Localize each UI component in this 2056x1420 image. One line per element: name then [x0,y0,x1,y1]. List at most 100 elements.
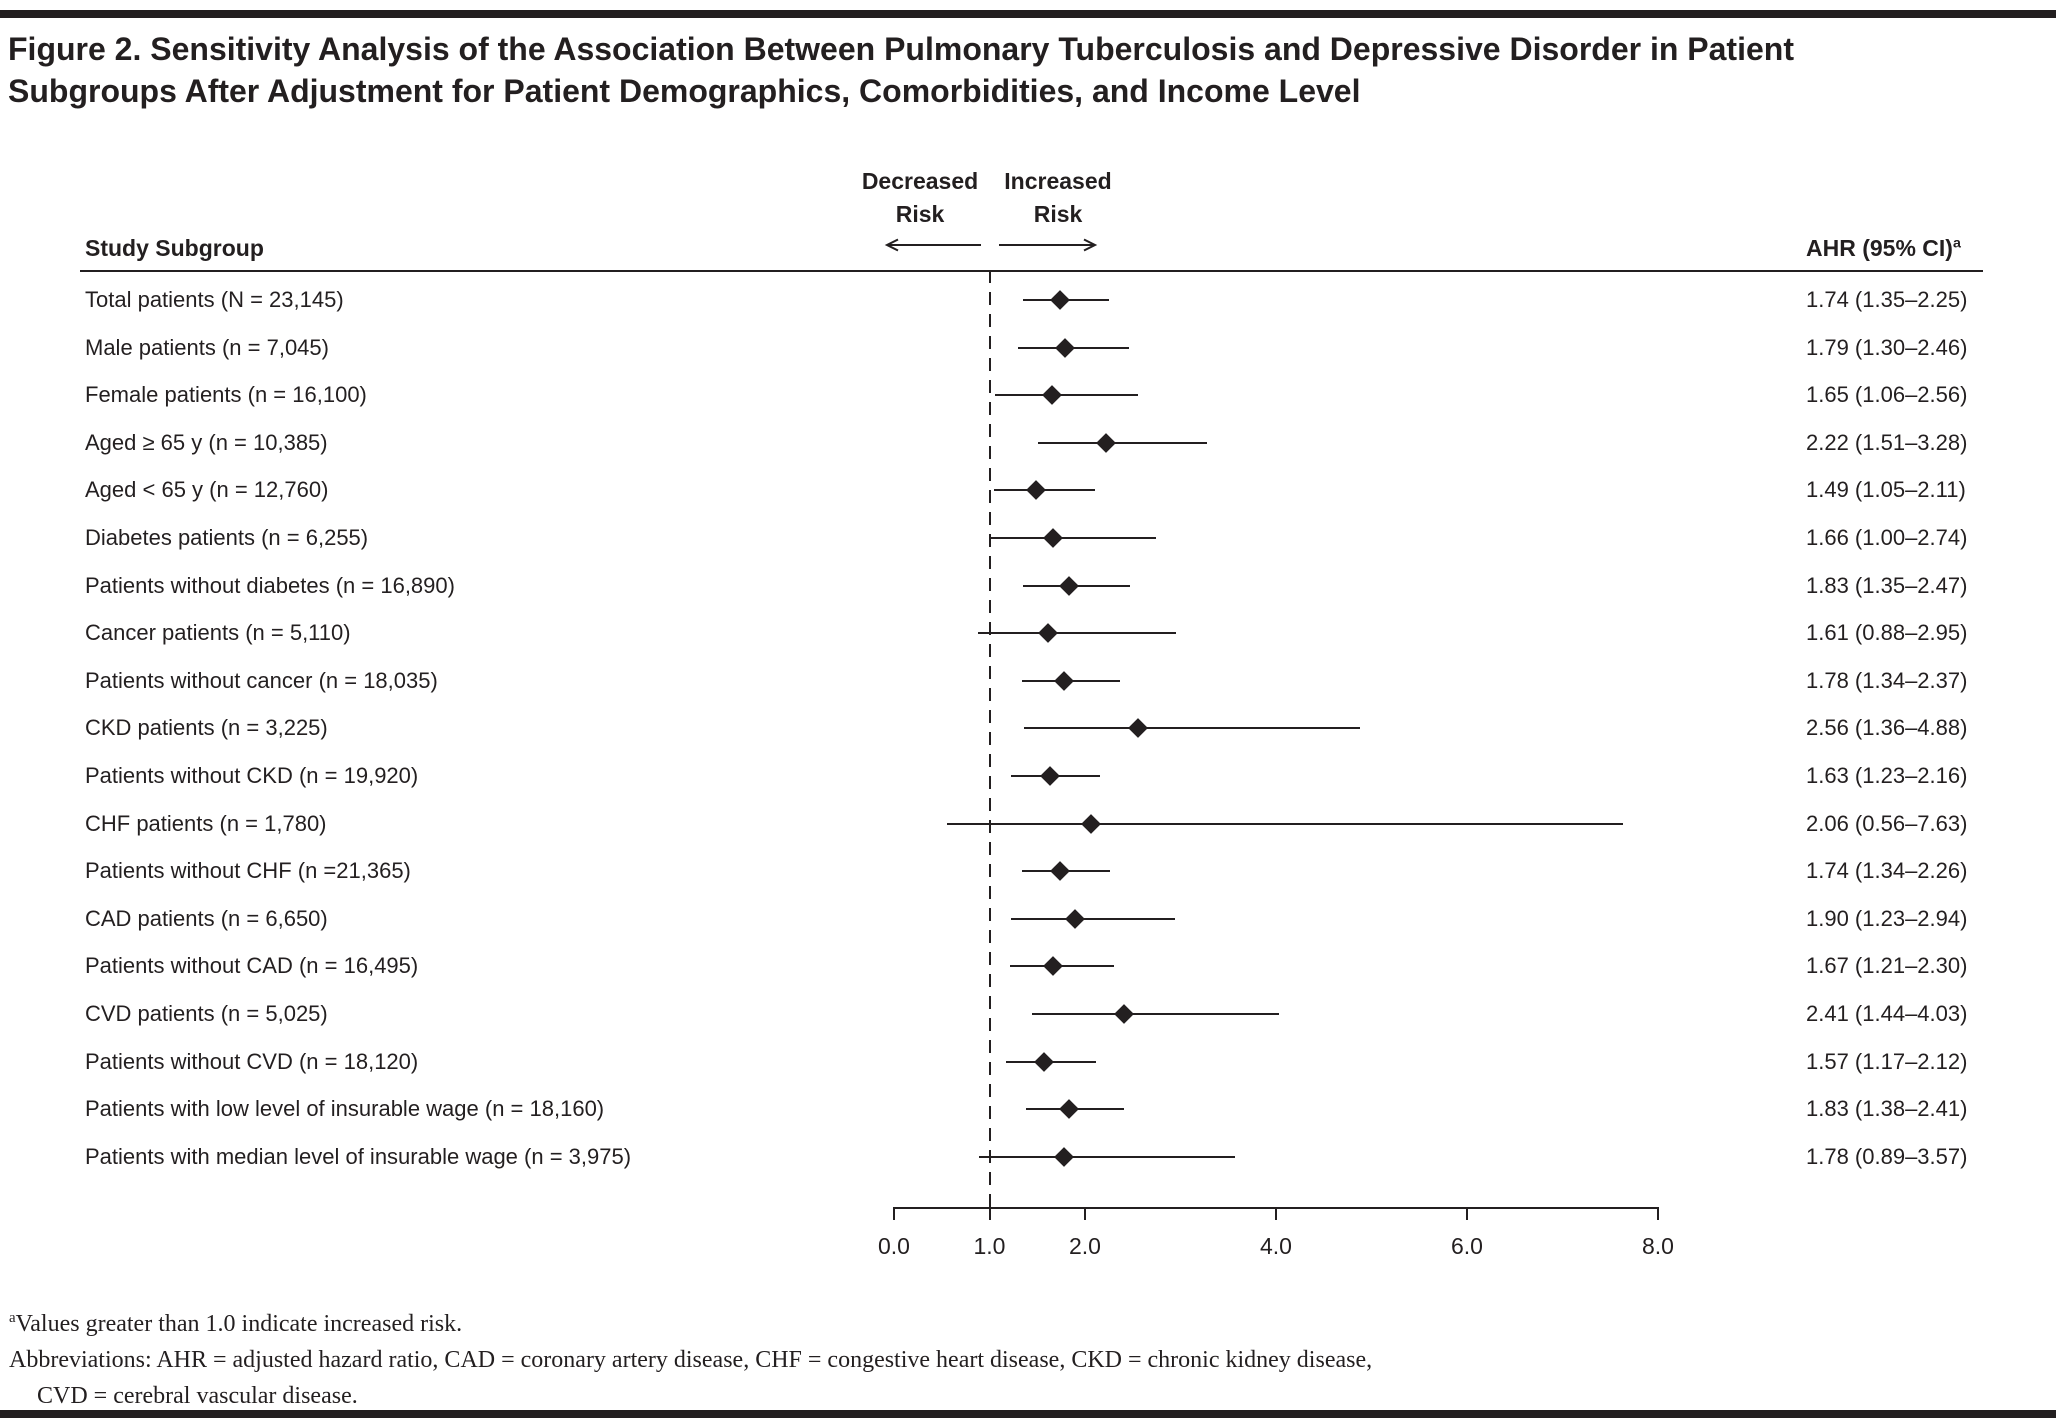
row-label: Cancer patients (n = 5,110) [85,620,351,646]
row-label: Aged < 65 y (n = 12,760) [85,477,329,503]
row-label: Patients without diabetes (n = 16,890) [85,572,455,598]
increased-risk-label-line-1: Increased [1004,168,1112,194]
column-header-ahr: AHR (95% CI)a [1806,233,1961,263]
row-label: Diabetes patients (n = 6,255) [85,525,369,550]
x-axis-tick-label: 1.0 [973,1233,1006,1259]
decreased-risk-arrow-icon [884,238,981,252]
point-estimate-diamond [1041,385,1062,406]
point-estimate-diamond [1054,1146,1074,1167]
increased-risk-label: Increased Risk [948,165,1168,231]
footnote-abbreviations-line-2: CVD = cerebral vascular disease. [37,1383,358,1409]
row-ahr-value: 1.74 (1.35–2.25) [1806,287,1968,312]
x-axis-tick-label: 0.0 [878,1233,910,1259]
footnote-note: aValues greater than 1.0 indicate increa… [9,1306,1372,1342]
row-ahr-value: 1.57 (1.17–2.12) [1806,1048,1968,1074]
column-header-ahr-text: AHR (95% CI) [1806,235,1953,261]
row-ahr-value: 2.22 (1.51–3.28) [1806,429,1968,455]
row-label: Patients without cancer (n = 18,035) [85,667,438,693]
row-label: Male patients (n = 7,045) [85,334,329,360]
reference-line [988,270,991,1207]
row-label: Patients without CHF (n =21,365) [85,858,411,884]
row-ahr-value: 1.67 (1.21–2.30) [1806,953,1968,979]
point-estimate-diamond [1050,290,1071,310]
row-label: Patients with median level of insurable … [85,1143,632,1169]
point-estimate-diamond [1128,718,1149,739]
point-estimate-diamond [1050,861,1071,882]
increased-risk-label-line-2: Risk [1033,201,1083,227]
x-axis-tick [1084,1207,1086,1220]
point-estimate-diamond [1054,670,1074,691]
row-ahr-value: 2.06 (0.56–7.63) [1806,810,1968,836]
x-axis-tick-label: 6.0 [1451,1233,1483,1259]
row-ahr-value: 1.63 (1.23–2.16) [1806,763,1968,788]
row-ahr-value: 1.78 (0.89–3.57) [1806,1143,1968,1169]
row-label: CVD patients (n = 5,025) [85,1001,328,1026]
point-estimate-diamond [1037,623,1058,644]
x-axis-tick [1275,1207,1277,1220]
row-label: Patients with low level of insurable wag… [85,1096,605,1122]
confidence-interval-line [978,1155,1235,1158]
top-rule [0,10,2056,18]
decreased-risk-label-line-2: Risk [895,201,945,227]
point-estimate-diamond [1026,480,1047,501]
confidence-interval-line [1031,1013,1279,1015]
x-axis-tick [1657,1207,1659,1220]
confidence-interval-line [1038,441,1208,444]
decreased-risk-label-line-1: Decreased [861,168,979,194]
footnote-note-superscript: a [9,1310,16,1326]
footnote-abbreviations-line-1: Abbreviations: AHR = adjusted hazard rat… [9,1347,1373,1373]
confidence-interval-line [995,394,1139,397]
bottom-rule [0,1410,2056,1418]
row-ahr-value: 1.66 (1.00–2.74) [1806,525,1968,550]
point-estimate-diamond [1096,432,1116,453]
row-ahr-value: 1.49 (1.05–2.11) [1806,477,1966,503]
x-axis-tick-label: 8.0 [1642,1233,1674,1259]
row-label: Total patients (N = 23,145) [85,287,344,312]
column-header-subgroup: Study Subgroup [85,235,264,261]
x-axis-tick [1466,1207,1468,1220]
row-ahr-value: 1.83 (1.38–2.41) [1806,1096,1968,1122]
point-estimate-diamond [1058,1099,1079,1120]
row-ahr-value: 1.78 (1.34–2.37) [1806,667,1968,693]
footnote-note-text: Values greater than 1.0 indicate increas… [15,1311,463,1337]
row-label: Patients without CKD (n = 19,920) [85,763,419,788]
row-label: Patients without CAD (n = 16,495) [85,953,419,979]
confidence-interval-line [978,632,1176,635]
point-estimate-diamond [1042,528,1063,548]
column-header-ahr-superscript: a [1952,235,1961,252]
confidence-interval-line [947,822,1623,825]
figure-title-line-1: Figure 2. Sensitivity Analysis of the As… [8,31,1794,67]
point-estimate-diamond [1065,908,1086,929]
row-label: CKD patients (n = 3,225) [85,715,328,741]
point-estimate-diamond [1039,766,1060,786]
confidence-interval-line [989,537,1156,539]
increased-risk-arrow-icon [999,238,1098,252]
x-axis-tick-label: 4.0 [1260,1233,1292,1259]
row-ahr-value: 1.83 (1.35–2.47) [1806,572,1968,598]
row-ahr-value: 2.41 (1.44–4.03) [1806,1001,1968,1026]
row-label: Female patients (n = 16,100) [85,382,367,408]
point-estimate-diamond [1058,575,1079,596]
row-label: CHF patients (n = 1,780) [85,810,327,836]
row-ahr-value: 1.61 (0.88–2.95) [1806,620,1968,646]
point-estimate-diamond [1080,813,1101,834]
decreased-risk-label: Decreased Risk [810,165,1030,231]
x-axis-tick-label: 2.0 [1069,1233,1101,1259]
row-ahr-value: 1.65 (1.06–2.56) [1806,382,1968,408]
row-label: Patients without CVD (n = 18,120) [85,1048,419,1074]
row-ahr-value: 1.79 (1.30–2.46) [1806,334,1968,360]
x-axis-tick [893,1207,895,1220]
confidence-interval-line [1023,727,1361,730]
row-ahr-value: 2.56 (1.36–4.88) [1806,715,1968,741]
figure-title: Figure 2. Sensitivity Analysis of the As… [8,28,1794,112]
row-label: CAD patients (n = 6,650) [85,905,328,931]
row-ahr-value: 1.74 (1.34–2.26) [1806,858,1968,884]
footnotes: aValues greater than 1.0 indicate increa… [9,1306,1372,1414]
figure-title-line-2: Subgroups After Adjustment for Patient D… [8,73,1361,109]
point-estimate-diamond [1114,1004,1135,1024]
point-estimate-diamond [1055,337,1075,358]
row-label: Aged ≥ 65 y (n = 10,385) [85,429,328,455]
confidence-interval-line [1011,917,1175,920]
